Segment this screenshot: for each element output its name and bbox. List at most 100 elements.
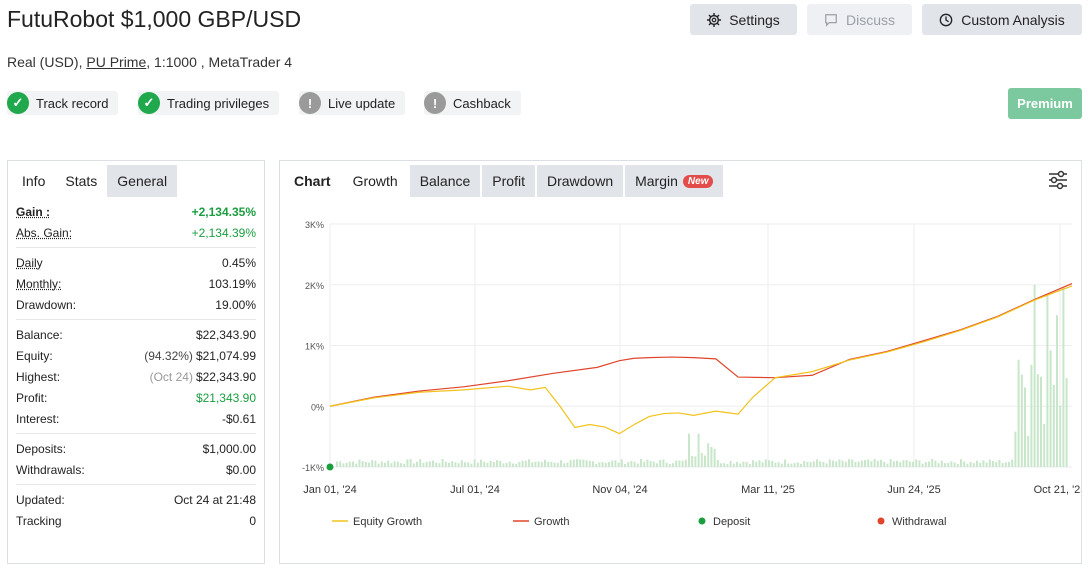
- volume-bar: [390, 463, 393, 467]
- daily-value: 0.45%: [221, 255, 256, 270]
- volume-bar: [870, 461, 873, 467]
- volume-bar: [419, 459, 422, 467]
- tab-margin-label: Margin: [635, 173, 678, 189]
- volume-bar: [505, 462, 508, 467]
- volume-bar: [947, 462, 950, 467]
- volume-bar: [627, 462, 630, 467]
- gain-label[interactable]: Gain :: [16, 204, 51, 219]
- tab-balance[interactable]: Balance: [409, 165, 481, 197]
- volume-bar: [1059, 405, 1062, 467]
- volume-bar: [454, 462, 457, 467]
- volume-bar: [464, 462, 466, 467]
- volume-bar: [1024, 387, 1026, 467]
- settings-label: Settings: [729, 11, 780, 28]
- tab-stats[interactable]: Stats: [55, 165, 108, 197]
- daily-label[interactable]: Daily: [16, 255, 43, 270]
- volume-bar: [387, 460, 390, 467]
- y-tick-label: 2K%: [305, 281, 324, 291]
- volume-bar: [963, 461, 966, 467]
- broker-link[interactable]: PU Prime: [86, 54, 147, 70]
- tab-growth[interactable]: Growth: [342, 165, 408, 197]
- volume-bar: [451, 461, 454, 467]
- volume-bar: [944, 463, 946, 467]
- page-title: FutuRobot $1,000 GBP/USD: [7, 6, 302, 32]
- volume-bar: [444, 461, 447, 467]
- monthly-label[interactable]: Monthly:: [16, 276, 62, 291]
- profit-value: $21,343.90: [195, 390, 256, 405]
- volume-bar: [457, 463, 460, 467]
- volume-bar: [595, 463, 598, 467]
- volume-bar: [880, 459, 882, 467]
- volume-bar: [771, 460, 774, 467]
- volume-bar: [371, 460, 374, 467]
- volume-bar: [678, 460, 681, 467]
- volume-bar: [950, 461, 953, 467]
- volume-bar: [544, 459, 546, 467]
- volume-bar: [630, 461, 633, 467]
- custom-analysis-button[interactable]: Custom Analysis: [922, 4, 1082, 35]
- volume-bar: [1062, 287, 1065, 467]
- volume-bar: [998, 459, 1001, 467]
- volume-bar: [528, 459, 530, 467]
- volume-bar: [793, 463, 796, 467]
- volume-bar: [934, 460, 937, 467]
- volume-bar: [393, 461, 396, 467]
- volume-bar: [828, 459, 831, 467]
- volume-bar: [675, 460, 678, 467]
- abs-gain-label[interactable]: Abs. Gain:: [16, 225, 73, 240]
- x-tick-label: Jan 01, '24: [303, 484, 356, 496]
- volume-bar: [620, 459, 623, 467]
- tab-info[interactable]: Info: [22, 173, 46, 189]
- volume-bar: [489, 460, 492, 467]
- volume-bar: [441, 459, 444, 467]
- volume-bar: [646, 459, 649, 467]
- volume-bar: [672, 463, 674, 467]
- volume-bar: [342, 463, 345, 467]
- volume-bar: [736, 461, 738, 467]
- volume-bar: [979, 462, 982, 467]
- badge-label: Cashback: [453, 95, 511, 111]
- volume-bar: [435, 462, 438, 467]
- growth-chart[interactable]: 3K% 2K% 1K% 0% -1K% Jan 01, '24 Jul 01, '24 Nov…: [280, 201, 1081, 561]
- volume-bar: [745, 461, 748, 467]
- discuss-button[interactable]: Discuss: [807, 4, 912, 35]
- withdrawals-label: Withdrawals:: [16, 462, 85, 477]
- volume-bar: [656, 463, 658, 467]
- volume-bar: [361, 461, 364, 467]
- volume-bar: [921, 463, 924, 467]
- x-tick-label: Nov 04, '24: [592, 484, 647, 496]
- settings-button[interactable]: Settings: [690, 4, 797, 35]
- equity-label: Equity:: [16, 348, 53, 363]
- volume-bar: [483, 461, 486, 467]
- interest-label: Interest:: [16, 411, 60, 426]
- volume-bar: [339, 461, 342, 467]
- volume-bar: [531, 462, 534, 467]
- premium-button[interactable]: Premium: [1008, 88, 1082, 119]
- volume-bar: [825, 463, 828, 467]
- volume-bar: [931, 459, 934, 467]
- volume-bar: [924, 462, 927, 467]
- volume-bar: [412, 463, 415, 467]
- volume-bar: [1049, 350, 1052, 467]
- highest-value: $22,343.90: [195, 369, 256, 384]
- volume-bar: [537, 461, 540, 467]
- volume-bar: [809, 462, 812, 467]
- volume-bar: [713, 448, 716, 467]
- tab-general[interactable]: General: [107, 165, 178, 197]
- volume-bar: [617, 462, 620, 467]
- volume-bar: [601, 462, 604, 467]
- volume-bar: [780, 463, 783, 467]
- filter-settings-icon[interactable]: [1047, 169, 1069, 191]
- volume-bar: [492, 461, 495, 467]
- tab-margin[interactable]: Margin New: [625, 165, 724, 197]
- highest-value-wrap: (Oct 24) $22,343.90: [150, 370, 256, 384]
- volume-bar: [1011, 459, 1014, 467]
- tab-profit[interactable]: Profit: [482, 165, 535, 197]
- interest-value: -$0.61: [221, 411, 256, 426]
- volume-bar: [643, 461, 646, 467]
- tab-drawdown[interactable]: Drawdown: [536, 165, 624, 197]
- volume-bar: [569, 460, 572, 467]
- account-type: Real (USD),: [7, 54, 83, 70]
- volume-bar: [1043, 424, 1046, 467]
- legend-label: Withdrawal: [892, 516, 946, 528]
